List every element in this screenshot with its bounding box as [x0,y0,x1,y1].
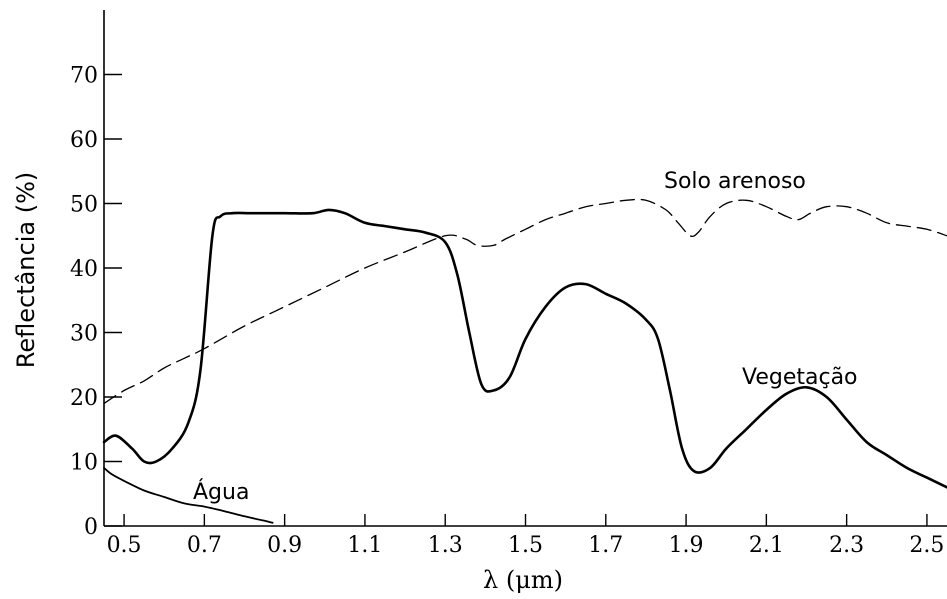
x-tick-label: 1.3 [428,533,463,558]
series-label-agua: Água [193,479,249,505]
x-tick-label: 2.1 [749,533,784,558]
x-axis-title: λ (μm) [483,566,563,594]
axes: 0 10 20 30 40 50 60 70 0.5 0.7 0.9 1.1 1.3 1.5 1.7 1.9 2… [70,10,947,558]
series-line-solo-arenoso [103,198,947,405]
y-tick-label: 60 [70,128,98,153]
x-tick-label: 1.9 [669,533,704,558]
series-label-solo-arenoso: Solo arenoso [664,169,806,194]
series-layer [102,198,947,524]
x-tick-label: 2.5 [909,533,944,558]
y-tick-label: 40 [70,257,98,282]
series-line-vegetacao [102,208,947,489]
y-tick-label: 30 [70,322,98,347]
x-tick-label: 2.3 [829,533,864,558]
y-tick-label: 10 [70,451,98,476]
x-tick-label: 0.7 [187,533,222,558]
y-tick-label: 50 [70,193,98,218]
x-tick-label: 1.7 [588,533,623,558]
x-tick-label: 1.1 [347,533,382,558]
y-tick-label: 0 [84,515,98,540]
x-tick-label: 0.9 [267,533,302,558]
y-tick-label: 70 [70,64,98,89]
x-tick-label: 1.5 [508,533,543,558]
series-label-vegetacao: Vegetação [742,365,858,390]
series-line-agua [103,467,274,524]
y-tick-label: 20 [70,386,98,411]
y-axis-title: Reflectância (%) [12,172,40,369]
x-tick-label: 0.5 [107,533,142,558]
